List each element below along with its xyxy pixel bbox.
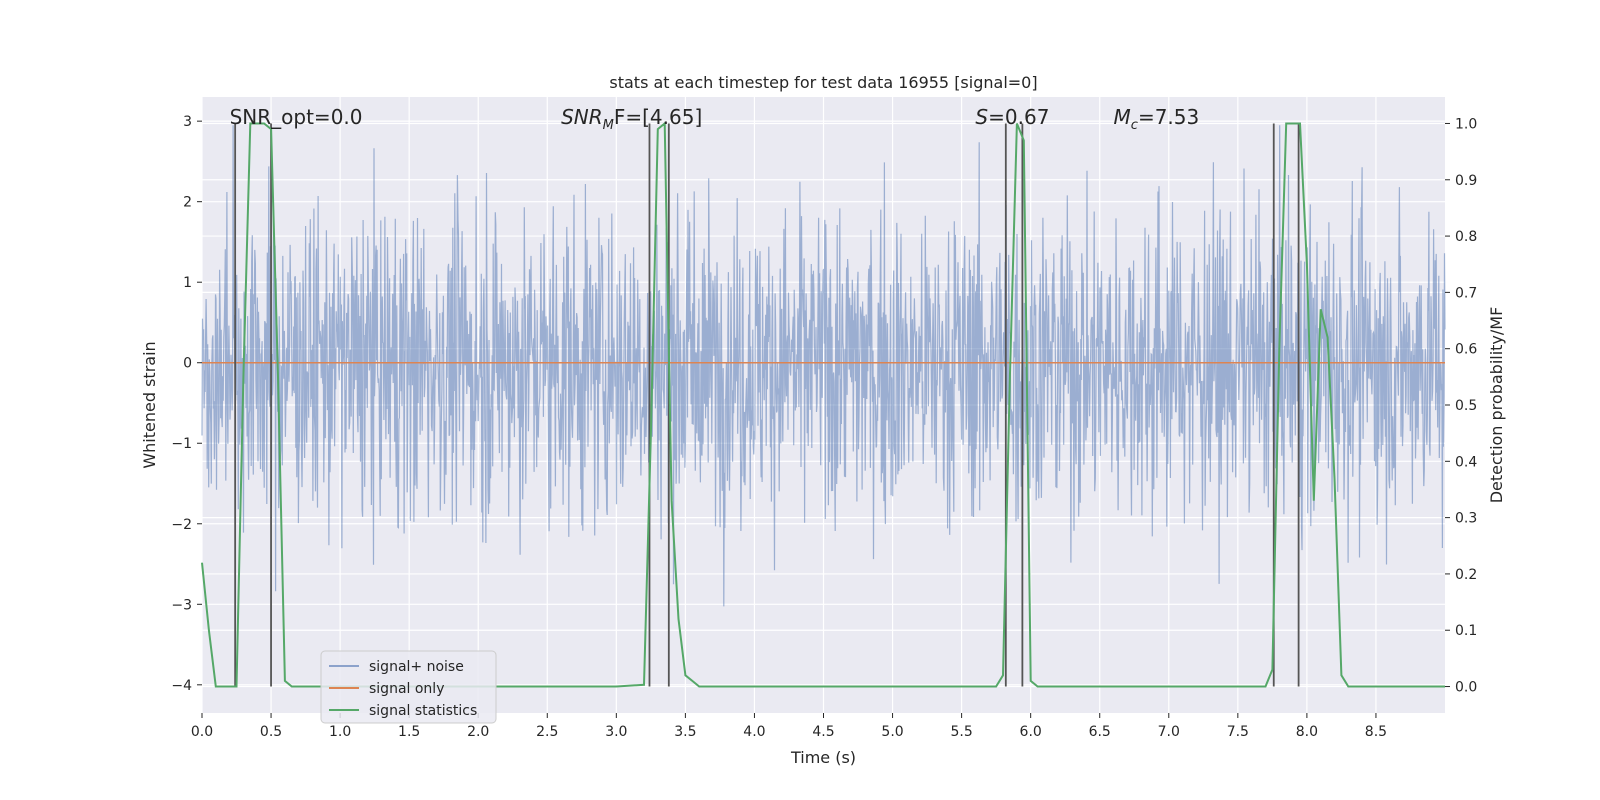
y-left-tick-label: −2 (171, 517, 192, 533)
annotation: Mc=7.53 (1114, 105, 1200, 133)
x-tick-label: 8.0 (1296, 724, 1318, 740)
annotation-main: SNR_opt=0.0 (230, 105, 363, 129)
x-tick-label: 4.0 (743, 724, 765, 740)
legend-label: signal statistics (369, 703, 477, 719)
x-tick-label: 5.0 (881, 724, 903, 740)
x-tick-label: 3.5 (674, 724, 696, 740)
series-signal-statistics (201, 121, 1445, 688)
x-tick-label: 1.0 (329, 724, 351, 740)
annotation-subscript: M (603, 118, 614, 133)
y-left-tick-label: −4 (171, 678, 192, 694)
series-signal-noise (201, 125, 1446, 607)
annotation-suffix: =7.53 (1138, 105, 1199, 129)
legend: signal+ noise signal only signal statistic… (320, 650, 497, 724)
annotation-subscript: c (1131, 118, 1138, 133)
x-tick-label: 6.5 (1089, 724, 1111, 740)
chart-title: stats at each timestep for test data 169… (609, 73, 1037, 92)
x-tick-label: 0.5 (260, 724, 282, 740)
x-tick-label: 7.5 (1227, 724, 1249, 740)
y-left-tick-label: 2 (183, 195, 192, 211)
y-right-tick-label: 0.6 (1455, 342, 1477, 358)
annotation: SNR_opt=0.0 (230, 105, 363, 129)
y-axis-left-ticks: 3 2 1 0 −1 −2 −3 −4 (171, 114, 202, 694)
annotation: S=0.67 (975, 105, 1049, 129)
annotations: SNR_opt=0.0 SNRMF=[4.65] S=0.67 Mc=7.53 (230, 105, 1200, 133)
x-tick-label: 4.5 (812, 724, 834, 740)
annotation-main: SNR (561, 105, 603, 129)
y-left-tick-label: 1 (183, 275, 192, 291)
y-right-tick-label: 0.3 (1455, 511, 1477, 527)
y-right-tick-label: 0.8 (1455, 229, 1477, 245)
x-axis-label: Time (s) (790, 748, 856, 767)
annotation-suffix: F=[4.65] (614, 105, 702, 129)
y-right-tick-label: 0.5 (1455, 398, 1477, 414)
x-tick-label: 0.0 (191, 724, 213, 740)
legend-box (320, 650, 497, 724)
y-left-tick-label: −3 (171, 597, 192, 613)
y-axis-right-label: Detection probability/MF (1487, 307, 1506, 504)
x-tick-label: 8.5 (1365, 724, 1387, 740)
y-left-tick-label: −1 (171, 436, 192, 452)
annotation-main: S (975, 105, 988, 129)
x-tick-label: 7.0 (1158, 724, 1180, 740)
annotation: SNRMF=[4.65] (561, 105, 702, 133)
y-right-tick-label: 0.7 (1455, 285, 1477, 301)
y-axis-left-label: Whitened strain (140, 341, 159, 468)
legend-label: signal only (369, 681, 444, 697)
y-right-tick-label: 0.9 (1455, 173, 1477, 189)
y-axis-right-ticks: 1.0 0.9 0.8 0.7 0.6 0.5 0.4 0.3 0.2 0.1 0.0 (1445, 116, 1477, 696)
y-right-tick-label: 1.0 (1455, 116, 1477, 132)
x-tick-label: 3.0 (605, 724, 627, 740)
y-left-tick-label: 3 (183, 114, 192, 130)
x-tick-label: 5.5 (950, 724, 972, 740)
annotation-main: M (1114, 105, 1131, 129)
y-right-tick-label: 0.2 (1455, 567, 1477, 583)
annotation-suffix: =0.67 (988, 105, 1049, 129)
y-right-tick-label: 0.4 (1455, 454, 1477, 470)
x-tick-label: 2.0 (467, 724, 489, 740)
marker-lines (234, 123, 1300, 687)
legend-label: signal+ noise (369, 659, 464, 675)
noise-trace (201, 125, 1446, 607)
x-tick-label: 1.5 (398, 724, 420, 740)
x-axis-ticks: 0.0 0.5 1.0 1.5 2.0 2.5 3.0 3.5 4.0 4.5 5.0 5.5 6.0 6… (191, 713, 1387, 740)
y-right-tick-label: 0.1 (1455, 623, 1477, 639)
y-left-tick-label: 0 (183, 356, 192, 372)
y-right-tick-label: 0.0 (1455, 680, 1477, 696)
x-tick-label: 6.0 (1020, 724, 1042, 740)
x-tick-label: 2.5 (536, 724, 558, 740)
